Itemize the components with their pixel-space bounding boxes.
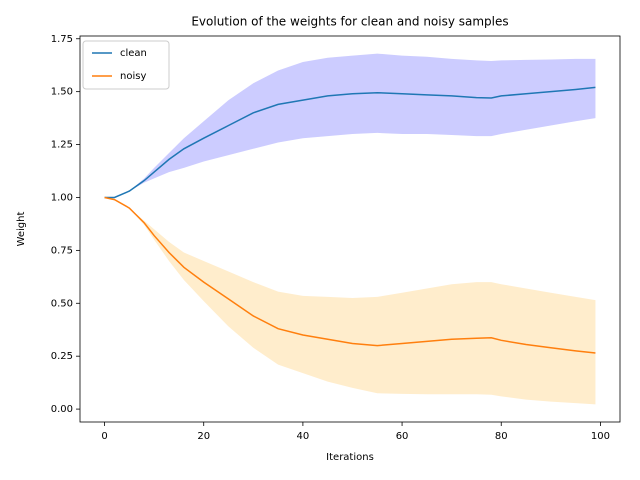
- y-tick-label: 0.75: [51, 245, 73, 256]
- y-axis-label: Weight: [16, 212, 27, 247]
- y-tick-label: 0.00: [51, 404, 73, 415]
- y-tick-label: 1.25: [51, 140, 73, 151]
- chart-title: Evolution of the weights for clean and n…: [191, 15, 508, 29]
- y-tick-label: 1.50: [51, 87, 73, 98]
- legend-label: clean: [120, 48, 147, 59]
- x-tick-label: 20: [197, 431, 210, 442]
- confidence-band: [104, 53, 596, 198]
- plot-frame: [79, 35, 621, 423]
- x-tick-label: 60: [396, 431, 409, 442]
- confidence-band: [104, 197, 596, 405]
- y-tick-label: 1.75: [51, 34, 73, 45]
- x-tick-label: 100: [591, 431, 610, 442]
- series-line: [104, 196, 596, 354]
- x-tick-label: 0: [101, 431, 107, 442]
- x-axis-label: Iterations: [326, 452, 374, 463]
- x-tick-label: 40: [297, 431, 310, 442]
- x-tick-label: 80: [495, 431, 508, 442]
- y-tick-label: 0.25: [51, 351, 73, 362]
- legend-label: noisy: [120, 71, 146, 82]
- y-tick-label: 0.50: [51, 298, 73, 309]
- y-tick-label: 1.00: [51, 192, 73, 203]
- series-line: [104, 86, 596, 199]
